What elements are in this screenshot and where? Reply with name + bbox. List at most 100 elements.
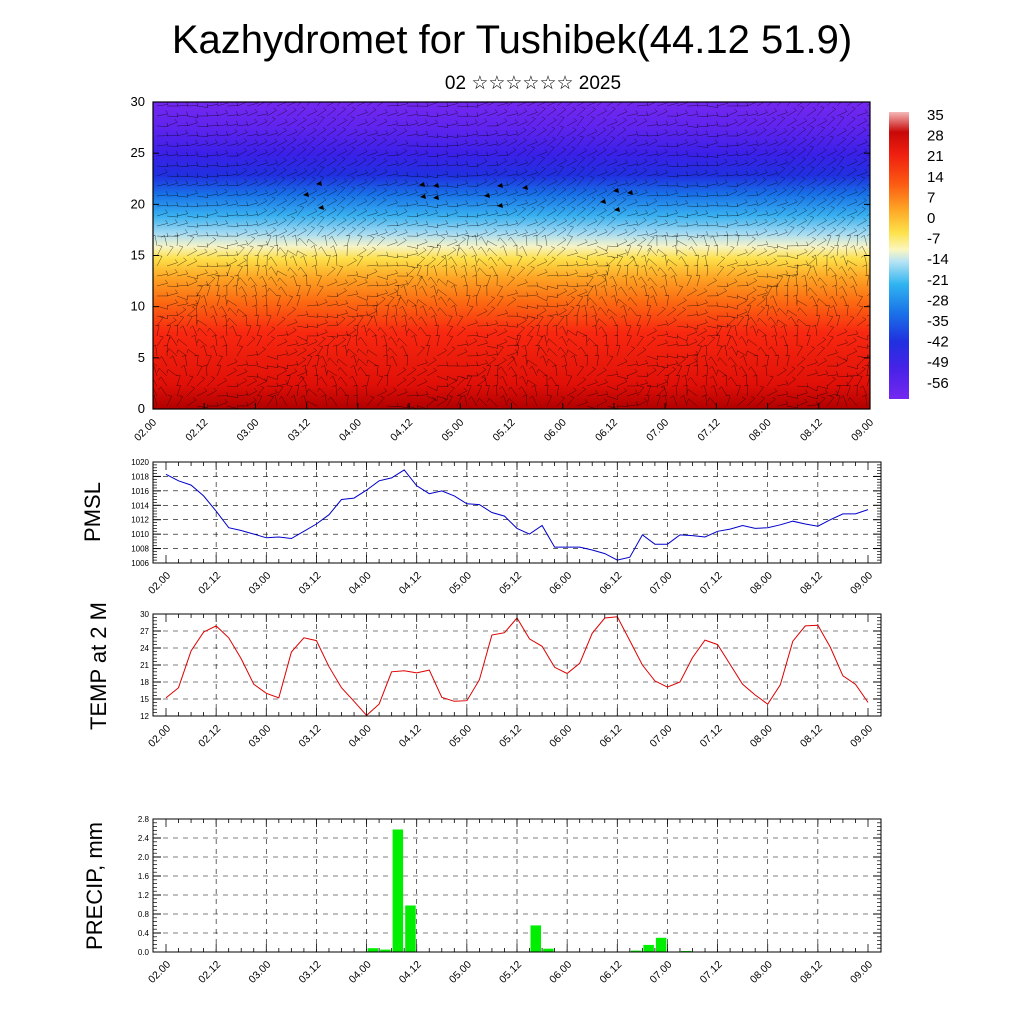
x-tick-label: 05.12	[497, 959, 524, 986]
colorbar: 35 28 21 14 7 0 -7 -14 -21 -28 -35 -42 -49 -56	[889, 107, 949, 399]
x-tick-label: 04.12	[397, 723, 424, 750]
temp-grid	[153, 614, 881, 716]
x-tick-label: 07.12	[698, 959, 725, 986]
x-tick-label: 05.00	[447, 570, 474, 597]
x-tick-label: 02.00	[146, 723, 173, 750]
x-tick-label: 08.12	[798, 723, 825, 750]
y-tick-label: 1016	[131, 487, 149, 496]
wind-flag	[318, 205, 324, 210]
x-tick-label: 03.12	[296, 723, 323, 750]
temp-y-axis: 12 15 18 21 24 27 30	[140, 610, 881, 721]
x-tick-label: 02.12	[196, 570, 223, 597]
x-tick-label: 08.00	[748, 570, 775, 597]
wind-flag	[497, 203, 503, 208]
x-tick-label: 05.12	[497, 723, 524, 750]
colorbar-label: -7	[927, 231, 940, 248]
x-tick-label: 08.00	[747, 417, 774, 444]
x-tick-label: 02.00	[132, 417, 159, 444]
x-tick-label: 05.12	[497, 570, 524, 597]
precip-grid	[153, 819, 881, 952]
y-tick-label: 20	[131, 196, 145, 211]
precip-bar	[655, 937, 667, 953]
x-tick-label: 04.00	[347, 723, 374, 750]
colorbar-label: -49	[927, 354, 949, 371]
x-tick-label: 02.00	[146, 570, 173, 597]
x-tick-label: 07.12	[698, 570, 725, 597]
x-tick-label: 09.00	[848, 570, 875, 597]
y-tick-label: 15	[131, 248, 145, 263]
precip-bar	[543, 948, 554, 952]
precip-bar	[530, 925, 541, 952]
colorbar-labels: 35 28 21 14 7 0 -7 -14 -21 -28 -35 -42 -49 -56	[927, 107, 949, 392]
colorbar-label: -21	[927, 272, 949, 289]
x-tick-label: 05.00	[447, 723, 474, 750]
x-tick-label: 04.00	[347, 570, 374, 597]
colorbar-label: 21	[927, 148, 944, 165]
y-tick-label: 1012	[131, 516, 149, 525]
temp-panel: 12 15 18 21 24 27 30 02.00 02.12 03.00 03.12 04.00…	[86, 602, 882, 750]
wind-flag	[627, 190, 633, 195]
x-tick-label: 03.12	[296, 570, 323, 597]
wind-flag	[316, 181, 322, 186]
pmsl-grid	[153, 462, 881, 563]
y-tick-label: 24	[140, 644, 149, 653]
colorbar-label: -35	[927, 313, 949, 330]
pmsl-x-axis: 02.00 02.12 03.00 03.12 04.00 04.12 05.00 05.12…	[146, 462, 875, 597]
colorbar-label: -28	[927, 292, 949, 309]
precip-bars	[367, 829, 692, 953]
wind-flag	[433, 195, 439, 200]
y-tick-label: 0.0	[138, 948, 150, 957]
x-tick-label: 03.00	[246, 959, 273, 986]
page-title: Kazhydromet for Tushibek(44.12 51.9)	[171, 18, 853, 62]
x-tick-label: 05.12	[491, 417, 518, 444]
x-tick-label: 06.00	[547, 570, 574, 597]
wind-flag	[419, 182, 425, 187]
x-tick-label: 08.12	[798, 417, 825, 444]
precip-panel: 0.0 0.4 0.8 1.2 1.6 2.0 2.4 2.8 02.00 02.12 03.00…	[82, 815, 882, 986]
x-tick-label: 09.00	[849, 417, 876, 444]
colorbar-label: -14	[927, 251, 949, 268]
colorbar-label: 7	[927, 189, 935, 206]
y-tick-label: 0	[138, 401, 145, 416]
y-tick-label: 1010	[131, 530, 149, 539]
wind-flag	[600, 199, 606, 204]
precip-bar	[643, 944, 654, 952]
precip-bar	[380, 949, 391, 952]
y-tick-label: 2.4	[138, 834, 150, 843]
colorbar-label: -56	[927, 375, 949, 392]
y-tick-label: 1018	[131, 472, 149, 481]
wind-flag	[614, 207, 620, 212]
y-tick-label: 18	[140, 678, 149, 687]
temp-axis-title: TEMP at 2 M	[86, 602, 111, 730]
x-tick-label: 06.00	[542, 417, 569, 444]
cross-section-panel: 0 5 10 15 20 25 30 02.00 02.12 03.00 03.12 04.00 04…	[131, 94, 877, 444]
page-subtitle: 02 ☆☆☆☆☆☆ 2025	[444, 73, 622, 94]
x-tick-label: 05.00	[439, 417, 466, 444]
y-tick-label: 12	[140, 712, 149, 721]
y-tick-label: 25	[131, 145, 145, 160]
cross-section-y-axis: 0 5 10 15 20 25 30	[131, 94, 870, 416]
x-tick-label: 08.00	[748, 959, 775, 986]
precip-bar	[367, 948, 379, 952]
colorbar-label: 14	[927, 169, 944, 186]
x-tick-label: 07.00	[644, 417, 671, 444]
y-tick-label: 2.0	[138, 853, 150, 862]
colorbar-label: 35	[927, 107, 944, 124]
pmsl-y-axis: 1006 1008 1010 1012 1014 1016 1018 1020	[131, 458, 881, 568]
x-tick-label: 03.12	[286, 417, 313, 444]
wind-flag	[484, 193, 490, 198]
x-tick-label: 04.12	[388, 417, 415, 444]
x-tick-label: 07.00	[647, 723, 674, 750]
x-tick-label: 07.00	[647, 959, 674, 986]
wind-flag	[303, 192, 309, 197]
x-tick-label: 07.00	[647, 570, 674, 597]
y-tick-label: 10	[131, 299, 145, 314]
precip-bar	[392, 829, 404, 952]
x-tick-label: 08.12	[798, 959, 825, 986]
colorbar-ramp	[889, 112, 909, 399]
x-tick-label: 06.12	[597, 959, 624, 986]
wind-flag	[497, 183, 503, 188]
y-tick-label: 27	[140, 627, 149, 636]
